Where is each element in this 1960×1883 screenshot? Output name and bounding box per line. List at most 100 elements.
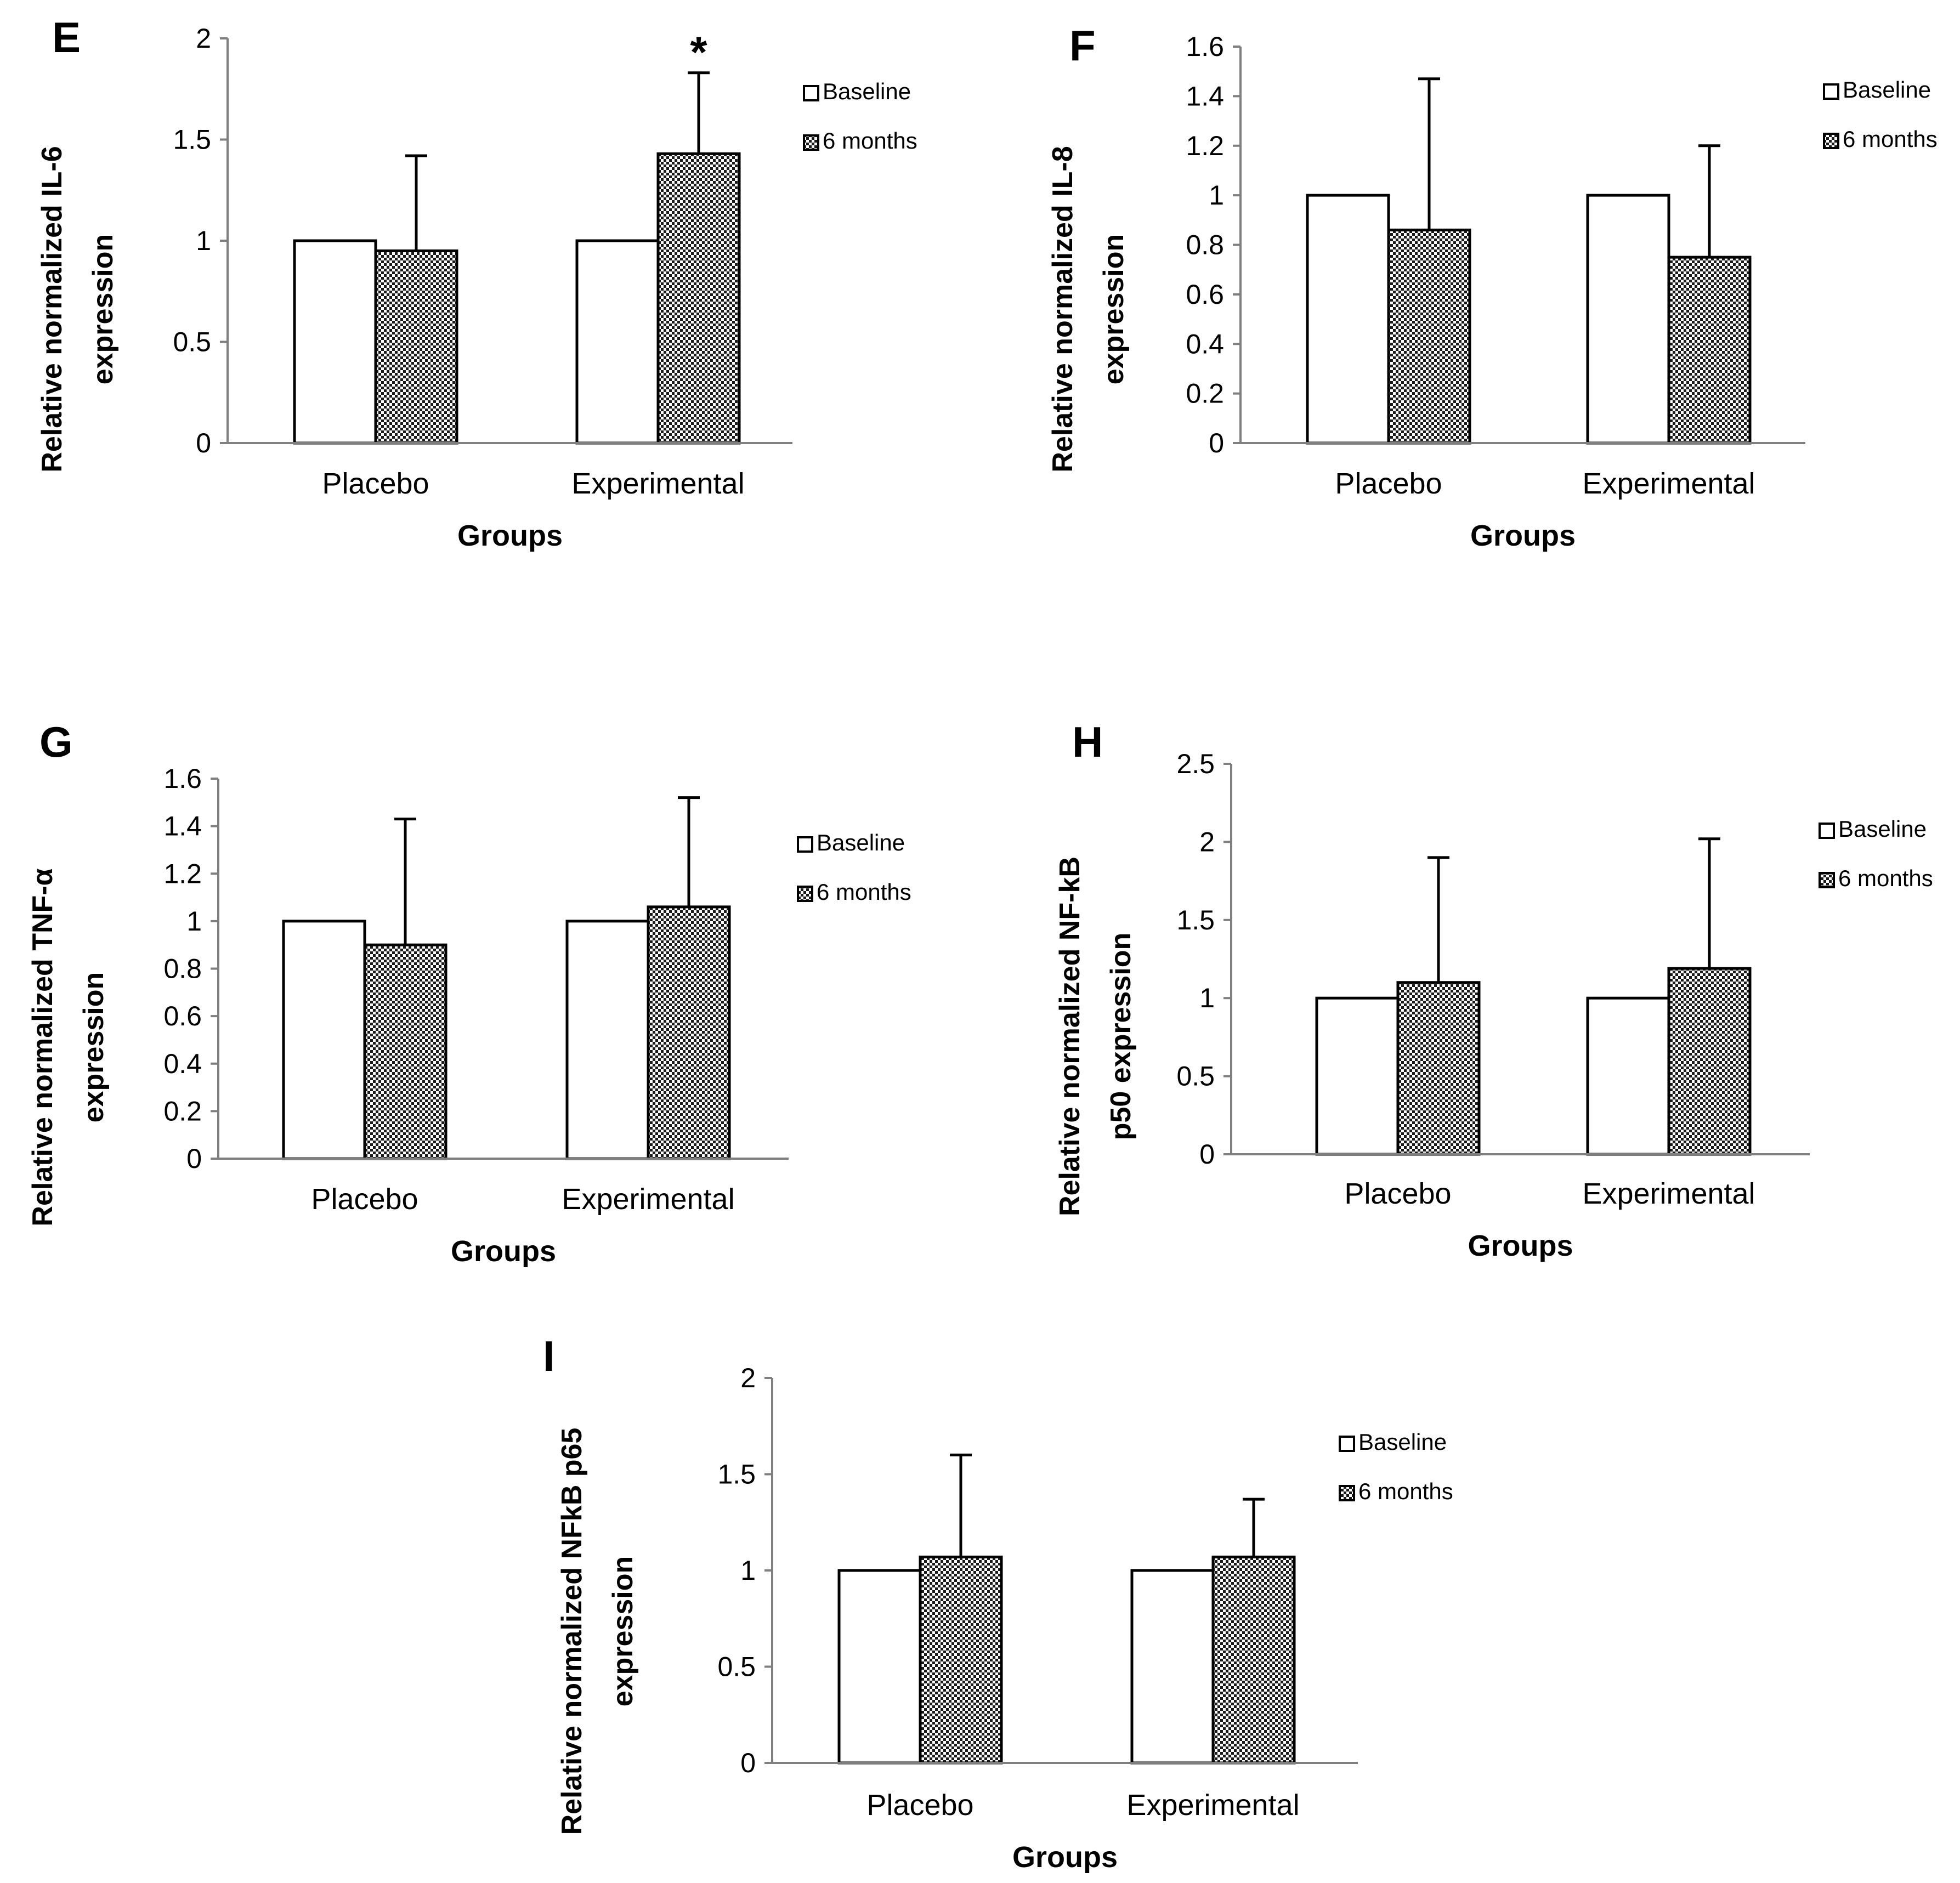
y-tick-label: 1.4 bbox=[1186, 81, 1224, 111]
x-category-label: Experimental bbox=[1126, 1789, 1299, 1822]
y-axis-title-line-1: Relative normalized NF-kB bbox=[1054, 857, 1086, 1216]
y-axis-title-line-2: expression bbox=[607, 1556, 639, 1707]
y-axis-title-line-1: Relative normalized IL-8 bbox=[1047, 146, 1079, 472]
y-tick-label: 1.2 bbox=[1186, 131, 1224, 161]
y-tick-label: 0.4 bbox=[163, 1048, 202, 1079]
y-tick-label: 0.6 bbox=[1186, 279, 1224, 310]
legend-label: 6 months bbox=[1838, 865, 1933, 891]
bar-baseline-placebo bbox=[282, 920, 366, 1160]
bar-6-months-placebo bbox=[919, 1555, 1003, 1765]
panel-label: I bbox=[543, 1332, 555, 1380]
y-tick-label: 1 bbox=[1199, 983, 1215, 1013]
x-category-label: Placebo bbox=[866, 1789, 973, 1822]
legend-swatch-baseline bbox=[1819, 823, 1835, 839]
bar-6-months-experimental bbox=[1211, 1555, 1296, 1765]
y-tick-label: 0 bbox=[1209, 428, 1224, 458]
x-category-label: Experimental bbox=[562, 1183, 734, 1216]
panel-label: E bbox=[52, 13, 81, 61]
y-tick-label: 2 bbox=[1199, 826, 1215, 857]
bar-baseline-experimental bbox=[575, 239, 660, 445]
panel-label: G bbox=[39, 718, 73, 766]
bar-6-months-experimental bbox=[1667, 256, 1752, 445]
bar-baseline-placebo bbox=[293, 239, 377, 445]
y-axis-title-line-2: expression bbox=[78, 972, 110, 1123]
bar-baseline-experimental bbox=[565, 920, 650, 1160]
legend-swatch-6-months bbox=[1339, 1485, 1355, 1501]
y-tick-label: 1.5 bbox=[717, 1459, 756, 1490]
panel-label: F bbox=[1069, 21, 1096, 70]
bar-baseline-placebo bbox=[1315, 996, 1400, 1156]
x-category-label: Placebo bbox=[311, 1183, 418, 1216]
y-tick-label: 0.5 bbox=[173, 327, 211, 358]
legend-swatch-baseline bbox=[1823, 83, 1839, 100]
legend-label: Baseline bbox=[823, 78, 911, 104]
x-axis-title: Groups bbox=[1468, 1229, 1573, 1262]
bar-6-months-placebo bbox=[1396, 981, 1481, 1156]
x-axis-title: Groups bbox=[457, 519, 563, 552]
y-tick-label: 1 bbox=[196, 225, 211, 256]
chart-panel-g: G 0 0.2 0.4 0.6 0.8 1 1.2 1.4 1.6 Placebo Experimen… bbox=[27, 718, 911, 1268]
legend-label: 6 months bbox=[1843, 126, 1938, 152]
bar-6-months-experimental bbox=[1667, 967, 1752, 1156]
x-category-label: Placebo bbox=[322, 467, 429, 500]
y-axis-title-line-2: p50 expression bbox=[1105, 933, 1137, 1141]
y-tick-label: 1.6 bbox=[1186, 31, 1224, 62]
legend-label: 6 months bbox=[1358, 1478, 1453, 1504]
y-tick-label: 1 bbox=[186, 906, 202, 937]
legend-swatch-6-months bbox=[803, 134, 819, 151]
y-tick-label: 2.5 bbox=[1176, 748, 1215, 779]
legend-label: 6 months bbox=[817, 879, 911, 905]
y-tick-label: 1.2 bbox=[163, 858, 202, 889]
legend-swatch-baseline bbox=[803, 85, 819, 101]
bar-6-months-placebo bbox=[374, 249, 458, 445]
x-category-label: Experimental bbox=[1582, 467, 1755, 500]
chart-panel-h: H 0 0.5 1 1.5 2 2.5 Placebo Experimental Groups Re… bbox=[1054, 718, 1933, 1262]
bar-6-months-experimental bbox=[656, 152, 741, 445]
legend-swatch-6-months bbox=[1819, 872, 1835, 888]
bar-baseline-experimental bbox=[1586, 996, 1670, 1156]
x-category-label: Placebo bbox=[1344, 1177, 1451, 1210]
y-tick-label: 1.5 bbox=[173, 124, 211, 155]
x-axis-title: Groups bbox=[1012, 1841, 1118, 1874]
legend-label: Baseline bbox=[1843, 77, 1931, 103]
y-axis-title-line-1: Relative normalized IL-6 bbox=[36, 146, 68, 472]
y-tick-label: 1 bbox=[1209, 180, 1224, 211]
x-category-label: Placebo bbox=[1335, 467, 1442, 500]
legend-swatch-6-months bbox=[797, 886, 813, 902]
y-tick-label: 0.8 bbox=[163, 954, 202, 984]
y-tick-label: 0.4 bbox=[1186, 328, 1224, 359]
y-tick-label: 1 bbox=[740, 1555, 756, 1586]
bar-baseline-experimental bbox=[1130, 1569, 1215, 1765]
y-tick-label: 0.5 bbox=[717, 1652, 756, 1682]
y-tick-label: 0 bbox=[1199, 1139, 1215, 1170]
legend-swatch-baseline bbox=[1339, 1436, 1355, 1452]
bar-baseline-placebo bbox=[1306, 194, 1390, 445]
y-tick-label: 1.4 bbox=[163, 811, 202, 842]
x-axis-title: Groups bbox=[451, 1235, 556, 1268]
y-axis-title-line-1: Relative normalized NFkB p65 bbox=[556, 1428, 588, 1835]
legend-label: Baseline bbox=[1838, 816, 1927, 842]
y-tick-label: 0.2 bbox=[163, 1096, 202, 1126]
x-category-label: Experimental bbox=[1582, 1177, 1755, 1210]
y-tick-label: 0 bbox=[740, 1748, 756, 1778]
y-tick-label: 0.5 bbox=[1176, 1061, 1215, 1092]
legend-label: Baseline bbox=[1358, 1429, 1447, 1455]
panel-label: H bbox=[1072, 718, 1103, 766]
bar-6-months-placebo bbox=[1387, 228, 1471, 445]
y-tick-label: 2 bbox=[196, 23, 211, 54]
legend-label: Baseline bbox=[817, 830, 905, 855]
y-axis-title-line-1: Relative normalized TNF-α bbox=[27, 868, 59, 1226]
y-tick-label: 0.2 bbox=[1186, 378, 1224, 409]
y-tick-label: 0 bbox=[196, 428, 211, 458]
bar-baseline-experimental bbox=[1586, 194, 1670, 445]
significance-marker: * bbox=[690, 28, 707, 77]
legend-swatch-6-months bbox=[1823, 133, 1839, 149]
x-category-label: Experimental bbox=[571, 467, 744, 500]
legend-label: 6 months bbox=[823, 128, 917, 154]
y-tick-label: 0.8 bbox=[1186, 230, 1224, 260]
bar-baseline-placebo bbox=[837, 1569, 922, 1765]
y-axis-title-line-2: expression bbox=[87, 234, 119, 385]
y-tick-label: 1.6 bbox=[163, 763, 202, 794]
y-tick-label: 2 bbox=[740, 1363, 756, 1393]
